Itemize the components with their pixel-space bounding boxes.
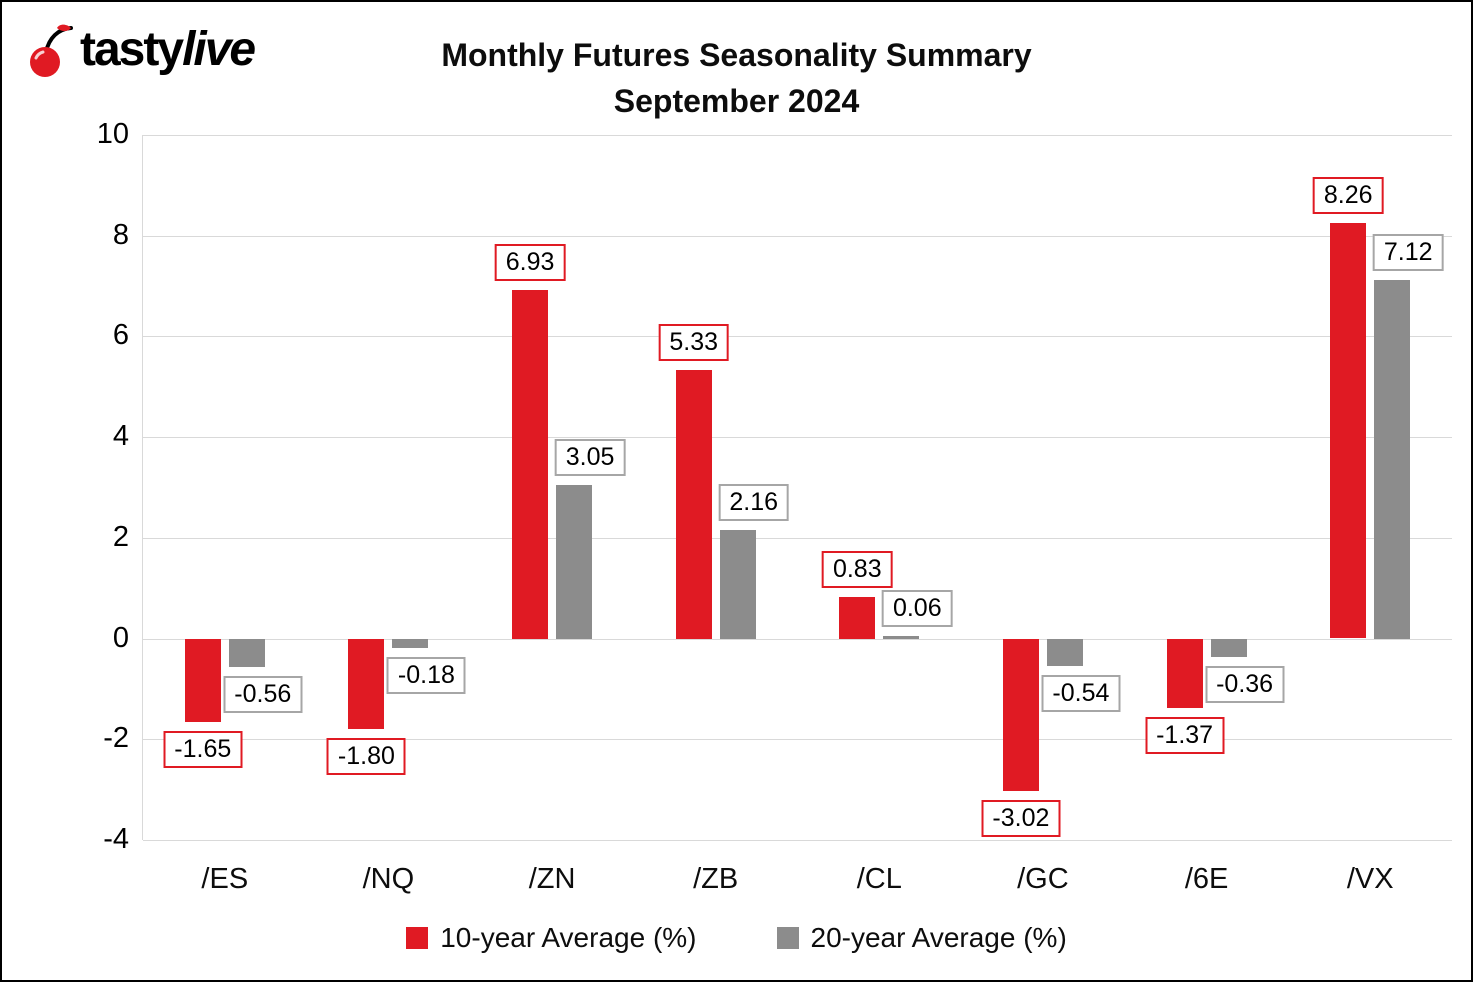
legend-label-10-year: 10-year Average (%) [440, 922, 697, 953]
bar-20yr-es [228, 638, 265, 667]
bar-10yr-zn [512, 289, 549, 639]
value-label-20yr-zb: 2.16 [718, 483, 790, 521]
chart-title-line1: Monthly Futures Seasonality Summary [441, 37, 1032, 73]
gridline [143, 840, 1452, 841]
y-axis-tick-label: 6 [112, 319, 129, 352]
value-label-10yr-zn: 6.93 [494, 243, 566, 281]
x-axis-label-es: /ES [201, 863, 249, 895]
legend-swatch-10-year [406, 927, 429, 949]
logo-wordmark: tastylive [80, 23, 256, 76]
bar-20yr-cl [883, 635, 920, 639]
x-axis-label-nq: /NQ [362, 863, 415, 895]
bar-10yr-nq [348, 638, 385, 730]
chart-title: Monthly Futures Seasonality Summary Sept… [2, 32, 1471, 125]
logo-tasty: tasty [80, 23, 184, 76]
bar-10yr-es [184, 638, 221, 722]
value-label-10yr-nq: -1.80 [326, 738, 406, 776]
bar-20yr-6e [1210, 638, 1247, 657]
x-axis-label-cl: /CL [856, 863, 902, 895]
value-label-10yr-es: -1.65 [163, 730, 243, 768]
y-axis-tick-label: 2 [112, 520, 129, 553]
bar-10yr-6e [1166, 638, 1203, 708]
bar-10yr-gc [1002, 638, 1039, 791]
y-axis-tick-label: -2 [103, 722, 129, 755]
legend-item-10-year: 10-year Average (%) [406, 922, 697, 954]
value-label-20yr-nq: -0.18 [386, 656, 466, 694]
cherry-icon [26, 22, 78, 78]
y-axis-tick-label: 4 [112, 420, 129, 453]
x-axis-label-vx: /VX [1346, 863, 1394, 895]
gridline [143, 135, 1452, 136]
plot-area: 10 8 6 4 2 0 -2 -4/ES -1.65 -0.56/NQ -1.80 -0.18/ZN… [97, 118, 1452, 895]
gridline [143, 437, 1452, 439]
tastylive-logo: tastylive [26, 22, 256, 78]
gridline [143, 336, 1452, 338]
legend-swatch-20-year [776, 927, 799, 949]
legend-item-20-year: 20-year Average (%) [776, 922, 1067, 954]
value-label-10yr-gc: -3.02 [981, 799, 1061, 837]
value-label-20yr-es: -0.56 [223, 675, 303, 713]
bar-10yr-zb [675, 370, 712, 639]
value-label-10yr-cl: 0.83 [821, 550, 893, 588]
bar-10yr-cl [839, 596, 876, 639]
value-label-20yr-6e: -0.36 [1205, 665, 1285, 703]
value-label-20yr-cl: 0.06 [881, 589, 953, 627]
chart-title-line2: September 2024 [613, 83, 860, 120]
gridline [143, 739, 1452, 741]
x-axis-label-zn: /ZN [528, 863, 576, 895]
bar-20yr-gc [1046, 638, 1083, 666]
legend-label-20-year: 20-year Average (%) [810, 922, 1067, 953]
legend: 10-year Average (%) 20-year Average (%) [2, 922, 1471, 954]
value-label-20yr-gc: -0.54 [1041, 674, 1121, 712]
logo-live: live [182, 23, 256, 76]
y-axis-tick-label: -4 [103, 823, 129, 855]
bar-20yr-zn [556, 485, 593, 639]
value-label-10yr-6e: -1.37 [1145, 716, 1225, 754]
value-label-20yr-zn: 3.05 [554, 439, 626, 476]
value-label-20yr-vx: 7.12 [1372, 234, 1444, 271]
bar-20yr-nq [392, 638, 429, 648]
value-label-10yr-vx: 8.26 [1312, 176, 1384, 214]
gridline [143, 638, 1452, 640]
x-axis-label-gc: /GC [1017, 863, 1069, 895]
x-axis-label-6e: /6E [1184, 863, 1229, 895]
y-axis-tick-label: 0 [112, 621, 129, 654]
gridline [143, 537, 1452, 539]
y-axis-tick-label: 8 [112, 218, 129, 251]
y-axis-tick-label: 10 [96, 118, 129, 150]
bar-20yr-vx [1374, 280, 1411, 639]
bar-10yr-vx [1330, 222, 1367, 639]
value-label-10yr-zb: 5.33 [658, 324, 730, 362]
bar-20yr-zb [719, 529, 756, 639]
x-axis-label-zb: /ZB [693, 863, 739, 895]
gridline [143, 235, 1452, 237]
